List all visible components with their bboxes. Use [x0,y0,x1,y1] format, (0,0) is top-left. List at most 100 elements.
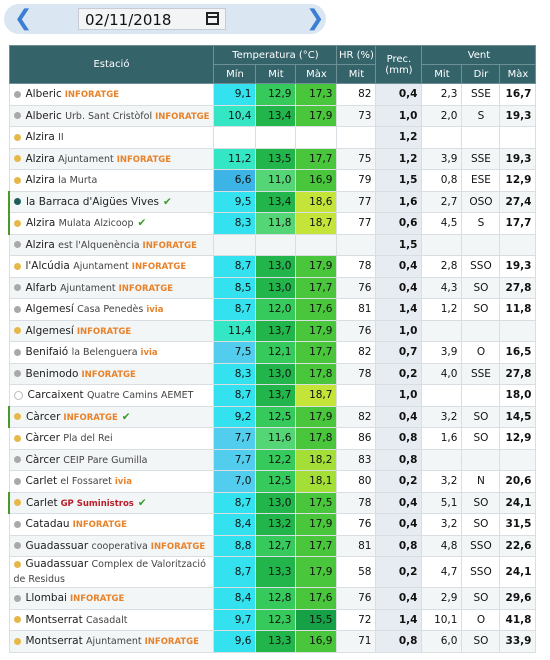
wind-mit-cell [421,233,463,256]
wind-mit-cell: 2,8 [421,255,463,278]
station-row: Carcaixent Quatre Camins AEMET 8,7 13,7 18,… [8,384,537,407]
max-cell: 17,9 [295,104,338,127]
status-dot [13,305,21,313]
wind-dir-cell: SO [461,427,501,450]
mit-cell: 12,7 [255,534,297,557]
min-cell: 9,2 [213,405,257,428]
station-row: Càrcer Pla del Rei 7,7 11,6 17,8 86 0,8 1,6 SO 1… [8,427,537,450]
max-cell: 18,2 [295,448,338,471]
status-dot [14,413,21,421]
hr-cell: 76 [336,276,377,299]
date-input[interactable]: 02/11/2018 [78,8,226,30]
status-dot [14,219,21,227]
wind-max-cell: 24,1 [499,491,537,514]
station-row: Càrcer INFORATGE ✔ 9,2 12,5 17,9 82 0,4 3,2 SO 14,… [8,405,537,428]
max-cell: 17,8 [295,427,338,450]
status-dot [13,616,21,624]
station-detail: Ajuntament [86,636,142,648]
wind-max-cell: 19,3 [499,104,537,127]
max-cell [295,126,338,149]
mit-cell: 12,1 [255,341,297,364]
prec-cell: 0,4 [375,491,423,514]
wind-dir-cell [461,233,501,256]
status-dot [13,560,21,568]
wind-dir-cell: SO [461,405,501,428]
min-cell: 8,7 [213,491,257,514]
status-dot [13,155,21,163]
hr-cell: 79 [336,169,377,192]
calendar-icon[interactable] [206,12,219,25]
network-tag: INFORATGE [64,90,120,101]
hr-cell [336,126,377,149]
min-cell: 8,4 [213,513,257,536]
station-cell: Algemesí Casa Penedès ivia [8,298,215,321]
station-row: Alzira II 1,2 [8,126,537,149]
wind-max-cell [499,319,537,342]
station-name: Carlet [26,496,58,509]
wind-max-cell: 31,5 [499,513,537,536]
network-tag: INFORATGE [155,111,210,122]
header-cell: Mit [336,64,377,84]
station-cell: Carlet el Fossaret ivia [8,470,215,493]
wind-mit-cell [421,384,463,407]
mit-cell: 12,2 [255,448,297,471]
max-cell: 18,7 [295,384,338,407]
network-tag: INFORATGE [76,326,132,337]
wind-dir-cell: O [461,341,501,364]
station-detail: Urb. Sant Cristòfol [65,110,153,122]
hr-cell: 77 [336,212,377,235]
station-cell: Alberic INFORATGE [8,83,215,106]
status-dot [13,370,21,378]
wind-mit-cell: 2,0 [421,104,463,127]
wind-mit-cell: 6,0 [421,630,463,653]
min-cell: 6,6 [213,169,257,192]
wind-max-cell: 24,1 [499,556,537,588]
wind-mit-cell: 10,1 [421,608,463,631]
network-tag: INFORATGE [142,240,197,251]
station-row: Guadassuar cooperativa INFORATGE 8,8 12,7 17… [8,534,537,557]
wind-max-cell: 12,9 [499,427,537,450]
verified-check: ✔ [163,195,172,208]
station-detail: Ajuntament [73,261,129,273]
mit-cell: 13,2 [255,513,297,536]
mit-cell: 11,8 [255,212,297,235]
wind-max-cell: 27,8 [499,362,537,385]
wind-max-cell: 29,6 [499,587,537,610]
wind-mit-cell: 2,7 [421,190,463,213]
status-dot [13,112,21,120]
station-cell: l'Alcúdia Ajuntament INFORATGE [8,255,215,278]
network-tag: ivia [114,477,132,488]
prec-cell: 1,2 [375,126,423,149]
max-cell: 16,9 [295,630,338,653]
max-cell: 17,9 [295,255,338,278]
wind-dir-cell: N [461,470,501,493]
header-cell: Mín [213,64,257,84]
header-cell: Estació [8,45,215,84]
min-cell [213,126,257,149]
next-day-button[interactable]: ❯ [306,6,325,31]
station-name: Algemesí [25,303,74,316]
station-cell: Alzira Mulata Alzicoop ✔ [8,212,215,235]
station-name: l'Alcúdia [25,260,70,273]
station-row: Alberic INFORATGE 9,1 12,9 17,3 82 0,4 2,3 SSE 16… [8,83,537,106]
wind-max-cell [499,448,537,471]
station-row: Montserrat Ajuntament INFORATGE 9,6 13,3 16,… [8,630,537,653]
min-cell: 11,2 [213,147,257,170]
station-row: Alfarb Ajuntament INFORATGE 8,5 13,0 17,7 76 0… [8,276,537,299]
wind-max-cell [499,233,537,256]
station-name: Càrcer [25,453,60,466]
hr-cell: 71 [336,630,377,653]
prec-cell: 0,6 [375,212,423,235]
wind-max-cell: 27,4 [499,190,537,213]
station-name: la Barraca d'Aigües Vives [26,195,160,208]
prev-day-button[interactable]: ❮ [14,6,33,31]
hr-cell [336,233,377,256]
prec-cell: 1,5 [375,233,423,256]
mit-cell: 12,0 [255,298,297,321]
hr-cell: 78 [336,255,377,278]
station-cell: Càrcer CEIP Pare Gumilla [8,448,215,471]
min-cell: 7,7 [213,427,257,450]
hr-cell: 82 [336,83,377,106]
min-cell: 9,6 [213,630,257,653]
